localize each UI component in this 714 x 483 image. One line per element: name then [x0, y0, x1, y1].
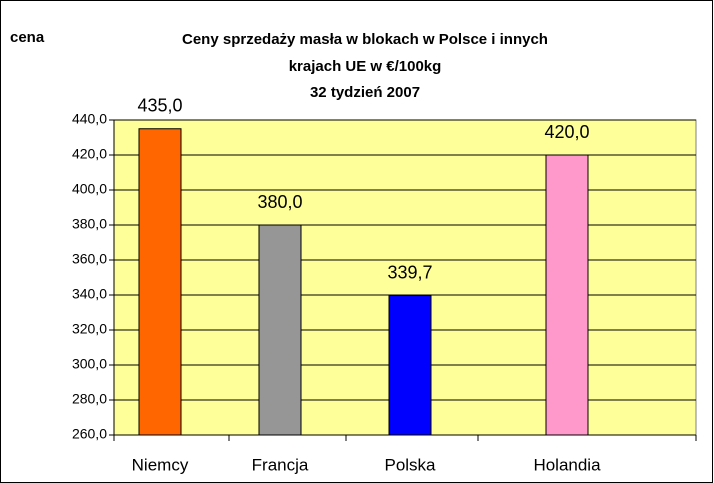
y-tick-label: 340,0: [72, 286, 107, 302]
x-tick-label: Niemcy: [132, 455, 189, 474]
bar: [138, 128, 182, 436]
chart-title-line: krajach UE w €/100kg: [289, 58, 442, 75]
value-label: 380,0: [257, 192, 302, 212]
x-tick-label: Francja: [252, 455, 309, 474]
y-tick-label: 260,0: [72, 426, 107, 442]
y-tick-label: 420,0: [72, 146, 107, 162]
x-tick-label: Holandia: [533, 455, 601, 474]
y-tick-label: 380,0: [72, 216, 107, 232]
value-label: 435,0: [137, 96, 182, 116]
y-tick-label: 300,0: [72, 356, 107, 372]
y-tick-label: 360,0: [72, 251, 107, 267]
x-tick-label: Polska: [384, 455, 436, 474]
chart-title-line: Ceny sprzedaży masła w blokach w Polsce …: [182, 31, 548, 48]
y-tick-label: 320,0: [72, 321, 107, 337]
value-label: 420,0: [544, 122, 589, 142]
y-tick-label: 400,0: [72, 181, 107, 197]
bar: [388, 295, 432, 436]
y-axis-label: cena: [10, 29, 45, 46]
chart-subtitle: 32 tydzień 2007: [310, 84, 420, 101]
bar: [545, 154, 589, 436]
bar: [258, 224, 302, 436]
y-tick-label: 440,0: [72, 111, 107, 127]
value-label: 339,7: [387, 262, 432, 282]
y-tick-label: 280,0: [72, 391, 107, 407]
